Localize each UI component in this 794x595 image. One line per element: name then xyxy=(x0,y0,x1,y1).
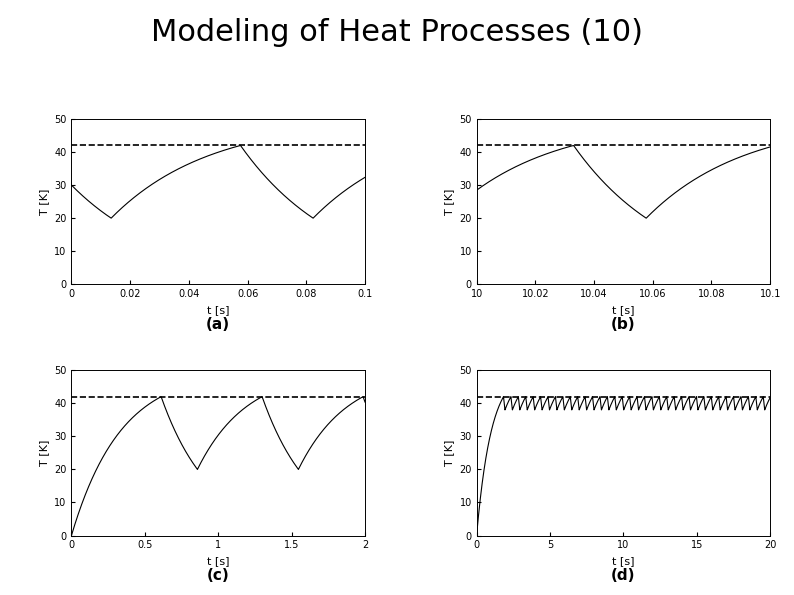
Text: (b): (b) xyxy=(611,317,636,332)
Y-axis label: T [K]: T [K] xyxy=(39,440,48,466)
Y-axis label: T [K]: T [K] xyxy=(444,189,454,215)
Y-axis label: T [K]: T [K] xyxy=(39,189,48,215)
Text: (c): (c) xyxy=(207,568,229,583)
X-axis label: t [s]: t [s] xyxy=(207,305,229,315)
Text: (a): (a) xyxy=(206,317,230,332)
X-axis label: t [s]: t [s] xyxy=(612,556,634,566)
Y-axis label: T [K]: T [K] xyxy=(444,440,454,466)
X-axis label: t [s]: t [s] xyxy=(612,305,634,315)
Text: Modeling of Heat Processes (10): Modeling of Heat Processes (10) xyxy=(151,18,643,47)
X-axis label: t [s]: t [s] xyxy=(207,556,229,566)
Text: (d): (d) xyxy=(611,568,636,583)
